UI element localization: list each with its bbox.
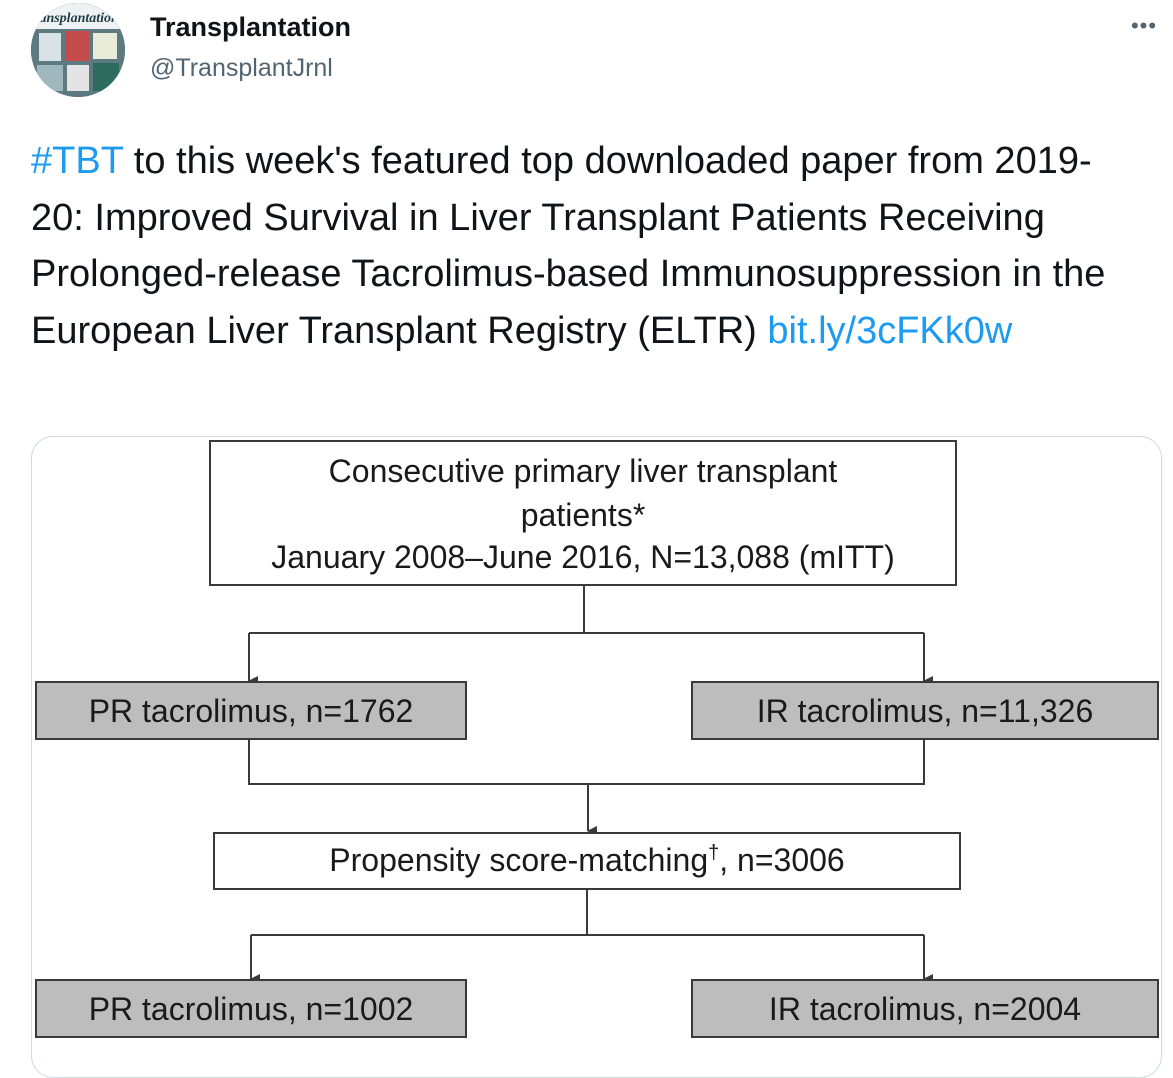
tweet-image[interactable]: Consecutive primary liver transplant pat… [31,436,1162,1078]
avatar[interactable]: ransplantation [31,3,125,97]
account-handle[interactable]: @TransplantJrnl [150,54,333,82]
flow-box-pr-2 [35,979,467,1038]
psm-label: Propensity score-matching†, n=3006 [329,842,844,878]
short-link[interactable]: bit.ly/3cFKk0w [767,309,1013,352]
connector-split-1 [249,585,924,634]
flow-box-ir-2 [691,979,1159,1038]
cohort-line-3: January 2008–June 2016, N=13,088 (mITT) [271,539,894,575]
more-horizontal-icon[interactable]: ••• [1130,13,1158,38]
tweet-text: #TBT to this week's featured top downloa… [31,133,1141,359]
psm-superscript: † [708,842,719,864]
account-name[interactable]: Transplantation [150,12,352,42]
pr-box-2-label: PR tacrolimus, n=1002 [89,991,414,1027]
avatar-wordmark: ransplantation [34,11,119,26]
tweet-body: to this week's featured top downloaded p… [31,140,1106,352]
ir-box-1-label: IR tacrolimus, n=11,326 [757,693,1093,729]
pr-box-1-label: PR tacrolimus, n=1762 [89,693,414,729]
flowchart: Consecutive primary liver transplant pat… [35,440,1159,1038]
connector-split-2 [251,889,924,936]
flow-box-cohort [209,440,957,586]
cohort-line-1: Consecutive primary liver transplant [329,453,838,489]
psm-suffix: , n=3006 [719,842,844,878]
connector-merge [248,739,925,785]
flow-box-ir-1 [691,681,1159,740]
cohort-line-2: patients* [521,497,646,533]
psm-text: Propensity score-matching [329,842,708,878]
hashtag-link[interactable]: #TBT [31,140,124,182]
flow-box-pr-1 [35,681,467,740]
flow-box-psm [213,832,961,890]
ir-box-2-label: IR tacrolimus, n=2004 [769,991,1081,1027]
